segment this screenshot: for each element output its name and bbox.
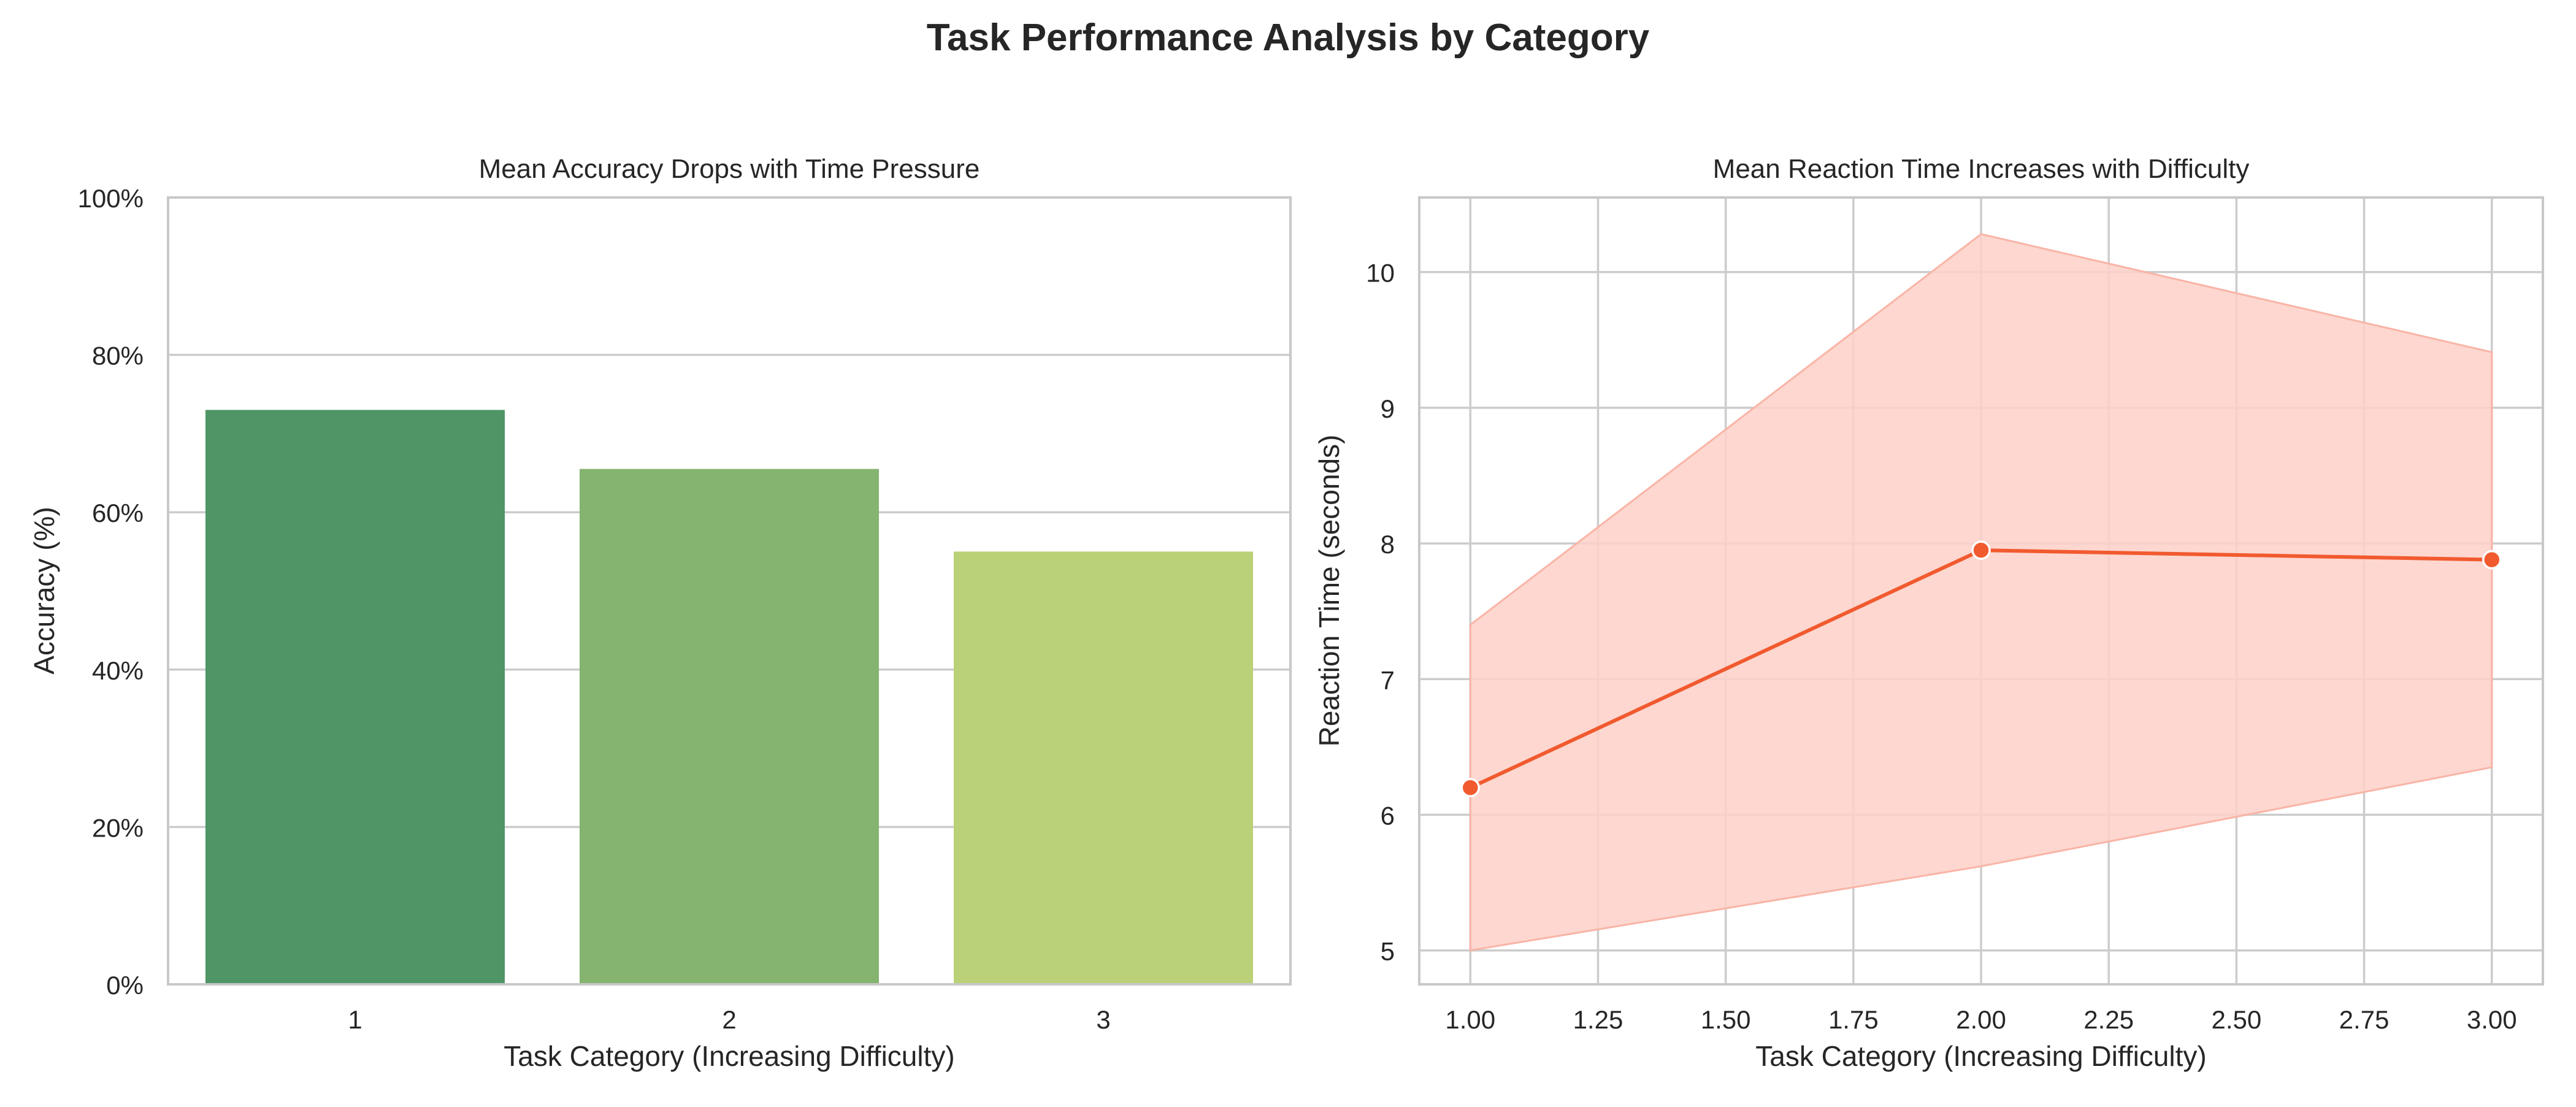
line-chart-y-ticks: 5 6 7 8 9 10	[1366, 259, 1395, 966]
bar-chart-bars	[205, 410, 1253, 984]
bar-category-1	[205, 410, 505, 984]
reaction-time-band	[1469, 233, 2493, 952]
figure-title: Task Performance Analysis by Category	[927, 17, 1650, 59]
line-chart-title: Mean Reaction Time Increases with Diffic…	[1713, 154, 2250, 184]
line-chart-y-tick-label: 7	[1381, 665, 1395, 694]
line-chart-x-tick-label: 1.75	[1828, 1005, 1879, 1034]
line-chart-y-tick-label: 9	[1381, 394, 1395, 423]
line-chart-y-label: Reaction Time (seconds)	[1313, 435, 1345, 747]
line-chart-frame	[1418, 196, 2544, 986]
bar-chart-x-tick-label: 1	[348, 1005, 362, 1034]
bar-chart-y-tick-label: 80%	[92, 342, 144, 370]
line-chart-x-label: Task Category (Increasing Difficulty)	[1755, 1040, 2206, 1072]
bar-chart-y-ticks: 0% 20% 40% 60% 80% 100%	[78, 184, 144, 1000]
reaction-time-point	[2482, 550, 2502, 570]
line-chart-x-ticks: 1.00 1.25 1.50 1.75 2.00 2.25 2.50 2.75 3.00	[1445, 1005, 2517, 1034]
line-chart-y-tick-label: 8	[1381, 530, 1395, 559]
line-chart-y-tick-label: 10	[1366, 259, 1395, 288]
bar-chart-x-tick-label: 2	[722, 1005, 736, 1034]
line-chart-x-tick-label: 2.50	[2211, 1005, 2261, 1034]
bar-chart-x-tick-label: 3	[1096, 1005, 1110, 1034]
bar-chart-y-tick-label: 40%	[92, 656, 144, 685]
line-chart-x-tick-label: 1.25	[1573, 1005, 1623, 1034]
bar-chart-frame	[167, 196, 1292, 986]
bar-chart-x-ticks: 1 2 3	[348, 1005, 1110, 1034]
bar-chart-y-label: Accuracy (%)	[28, 507, 60, 674]
line-chart-confidence-band	[1469, 233, 2493, 952]
bar-category-2	[580, 469, 879, 984]
line-chart-y-tick-label: 6	[1381, 801, 1395, 830]
bar-chart-y-tick-label: 60%	[92, 499, 144, 527]
bar-chart-x-label: Task Category (Increasing Difficulty)	[504, 1040, 954, 1072]
bar-category-3	[954, 551, 1253, 984]
line-chart-x-tick-label: 2.00	[1956, 1005, 2006, 1034]
line-chart-x-tick-label: 2.25	[2083, 1005, 2134, 1034]
line-chart-series	[1460, 540, 2502, 797]
bar-chart-title: Mean Accuracy Drops with Time Pressure	[479, 154, 980, 184]
bar-chart-y-tick-label: 20%	[92, 813, 144, 842]
accuracy-bar-chart: Mean Accuracy Drops with Time Pressure 0…	[28, 154, 1292, 1072]
line-chart-y-tick-label: 5	[1381, 937, 1395, 966]
bar-chart-y-tick-label: 0%	[106, 971, 144, 1000]
reaction-time-point	[1971, 540, 1991, 560]
reaction-time-point	[1460, 778, 1481, 797]
bar-chart-y-tick-label: 100%	[78, 184, 144, 213]
reaction-time-line-chart: Mean Reaction Time Increases with Diffic…	[1313, 154, 2544, 1072]
line-chart-x-tick-label: 1.50	[1701, 1005, 1751, 1034]
line-chart-x-tick-label: 3.00	[2467, 1005, 2517, 1034]
line-chart-x-tick-label: 2.75	[2339, 1005, 2390, 1034]
line-chart-x-tick-label: 1.00	[1445, 1005, 1495, 1034]
